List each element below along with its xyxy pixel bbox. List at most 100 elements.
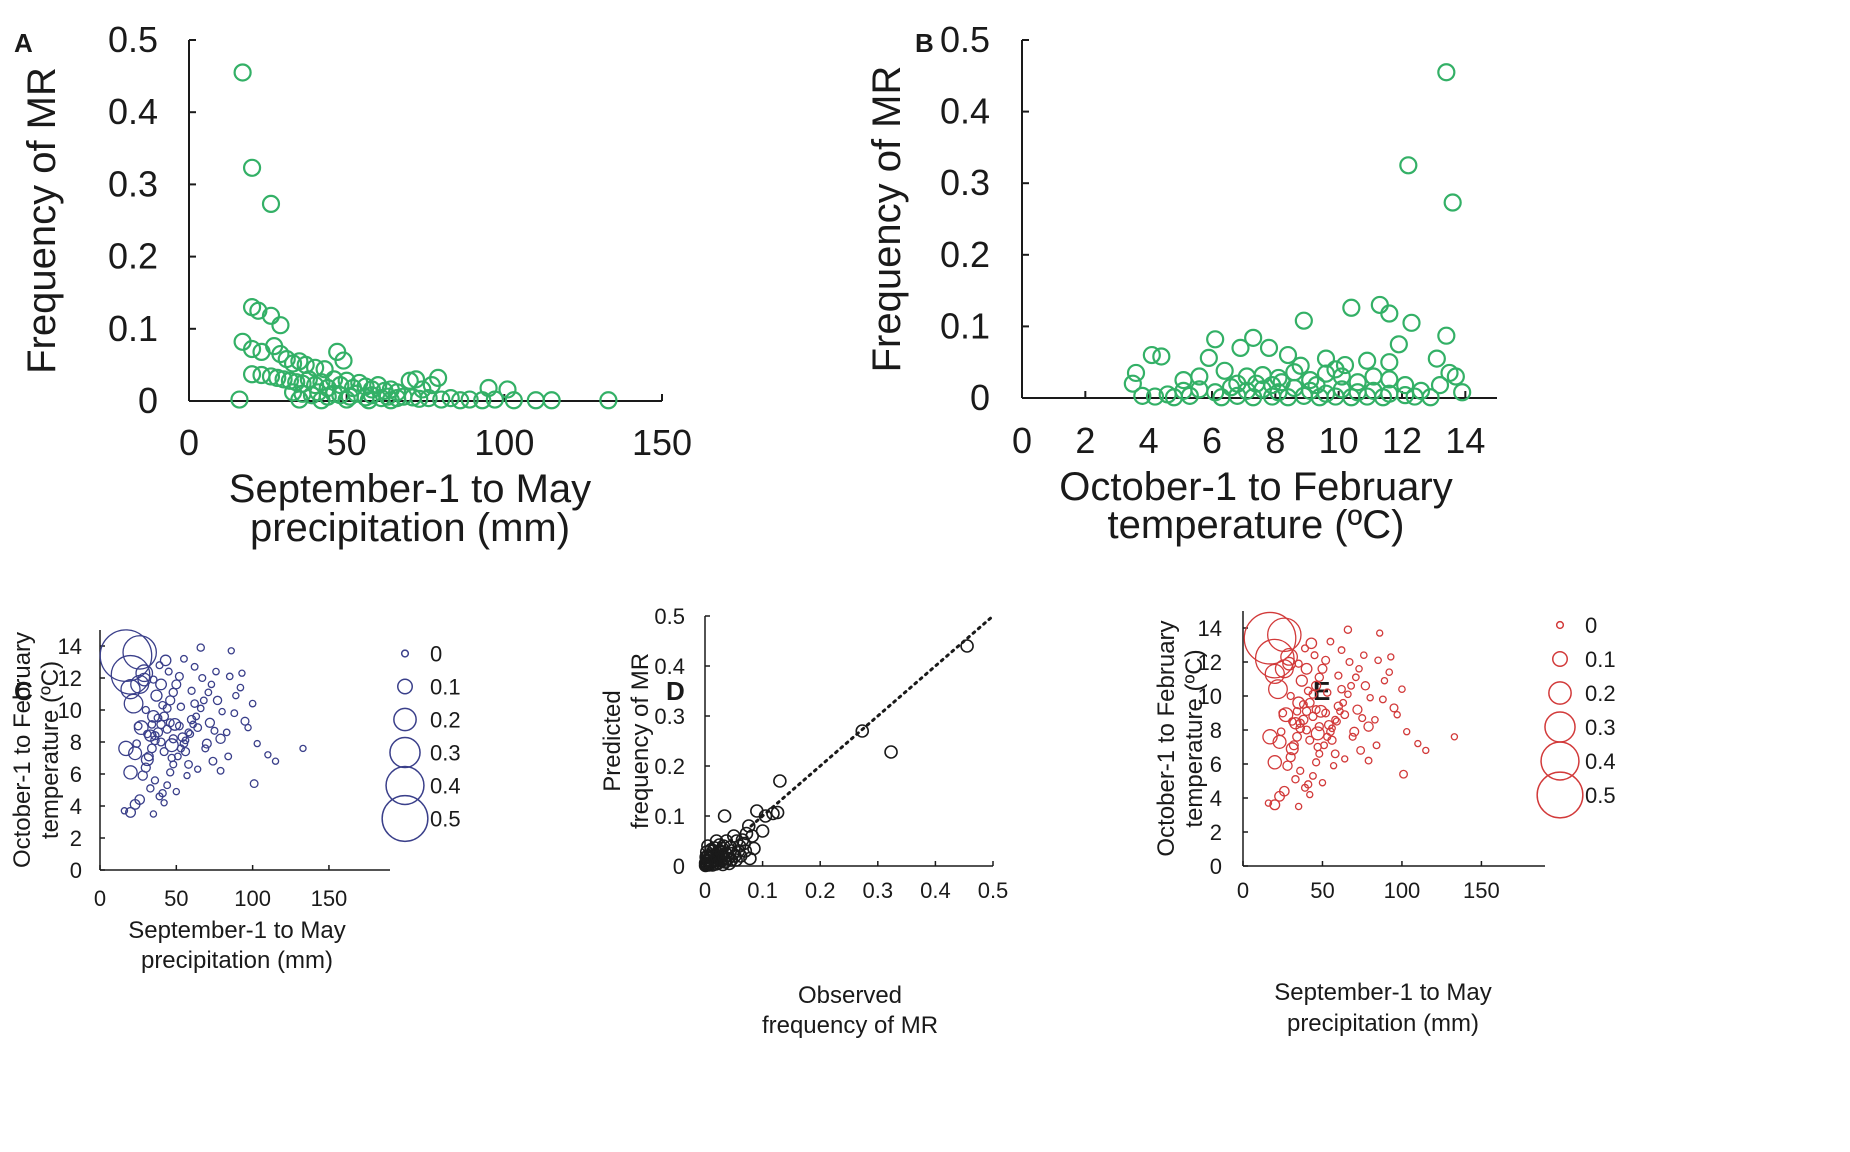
- data-point-c: [158, 700, 167, 710]
- y-tick-label-C: 10: [58, 698, 82, 723]
- data-point-c: [153, 713, 163, 723]
- data-point-e: [1375, 629, 1384, 637]
- data-point-e: [1326, 727, 1335, 737]
- data-point-b: [1453, 383, 1472, 402]
- data-point-a: [381, 391, 400, 410]
- x-tick-label-D: 0.1: [747, 878, 778, 903]
- data-point-d: [750, 804, 764, 818]
- data-point-e: [1310, 680, 1322, 691]
- data-point-c: [190, 699, 199, 708]
- x-tick-label-A: 100: [474, 422, 534, 463]
- data-point-c: [123, 693, 144, 714]
- data-point-c: [174, 721, 184, 731]
- data-point-e: [1336, 707, 1344, 716]
- data-point-c: [264, 751, 272, 759]
- data-point-e: [1340, 710, 1350, 720]
- legend-label-c: 0.2: [430, 708, 461, 733]
- data-point-b: [1430, 376, 1450, 395]
- chart-d: 0 0.1 0.2 0.3 0.4 0.5 0 0.1 0.2 0.3 0.4 0.5 Observed…: [599, 604, 1008, 1039]
- data-point-c: [225, 672, 234, 681]
- x-axis-label-D: frequency of MR: [762, 1012, 938, 1039]
- y-tick-label-E: 4: [1210, 786, 1222, 811]
- y-tick-label-E: 6: [1210, 752, 1222, 777]
- data-point-e: [1267, 617, 1302, 653]
- y-tick-label-A: 0.2: [108, 236, 158, 277]
- data-point-a: [504, 391, 523, 410]
- x-tick-label-D: 0.3: [863, 878, 894, 903]
- y-tick-label-A: 0.1: [108, 308, 158, 349]
- data-point-b: [1399, 156, 1418, 175]
- legend-label-e: 0.3: [1585, 715, 1616, 740]
- data-point-c: [185, 729, 195, 739]
- data-point-c: [212, 667, 220, 676]
- data-point-c: [165, 695, 176, 706]
- data-point-c: [198, 673, 207, 683]
- y-tick-label-D: 0: [673, 854, 685, 879]
- y-tick-label-B: 0.1: [940, 305, 990, 346]
- data-point-c: [253, 739, 261, 748]
- data-point-c: [158, 788, 167, 798]
- data-point-b: [1373, 388, 1393, 407]
- y-tick-label-A: 0: [138, 380, 158, 421]
- y-tick-label-C: 2: [70, 826, 82, 851]
- data-point-b: [1380, 370, 1399, 389]
- data-point-c: [196, 704, 205, 713]
- data-point-c: [204, 717, 216, 728]
- x-tick-label-C: 150: [311, 886, 348, 911]
- data-point-e: [1318, 778, 1327, 787]
- data-point-e: [1360, 681, 1371, 691]
- data-point-e: [1337, 684, 1346, 694]
- y-axis-label-D: frequency of MR: [627, 653, 654, 829]
- data-point-e: [1358, 714, 1367, 723]
- data-point-e: [1363, 721, 1374, 732]
- x-axis-label-C: September-1 to May: [128, 917, 345, 944]
- data-point-c: [160, 799, 168, 807]
- data-point-c: [167, 753, 176, 763]
- data-point-e: [1311, 705, 1321, 715]
- data-point-c: [134, 794, 146, 805]
- data-point-c: [174, 671, 184, 681]
- legend-marker-e: [1544, 711, 1576, 743]
- data-point-b: [1326, 360, 1345, 379]
- data-point-c: [183, 771, 191, 780]
- data-point-e: [1315, 749, 1324, 758]
- x-tick-label-A: 150: [632, 422, 692, 463]
- data-point-b: [1294, 311, 1313, 330]
- y-axis-label-D: Predicted: [599, 690, 626, 791]
- y-tick-label-B: 0.4: [940, 91, 990, 132]
- data-point-c: [110, 654, 151, 695]
- data-point-b: [1443, 193, 1462, 212]
- data-point-e: [1387, 653, 1395, 661]
- data-point-e: [1366, 693, 1374, 702]
- x-tick-label-B: 14: [1445, 420, 1485, 461]
- data-point-e: [1345, 657, 1354, 667]
- data-point-e: [1280, 648, 1298, 666]
- data-point-b: [1437, 63, 1456, 82]
- data-point-b: [1199, 348, 1218, 368]
- data-point-e: [1292, 731, 1302, 742]
- y-tick-label-E: 10: [1198, 684, 1222, 709]
- data-point-b: [1348, 373, 1367, 392]
- y-tick-label-D: 0.5: [654, 604, 685, 629]
- data-point-c: [232, 691, 240, 700]
- data-point-e: [1269, 799, 1281, 811]
- panel-label-e: E: [1313, 676, 1330, 706]
- data-point-e: [1292, 706, 1302, 716]
- data-point-a: [460, 390, 479, 409]
- y-tick-label-A: 0.3: [108, 163, 158, 204]
- data-point-c: [118, 740, 134, 757]
- data-point-c: [196, 643, 205, 652]
- data-point-c: [164, 738, 179, 753]
- x-axis-label-C: precipitation (mm): [141, 947, 333, 974]
- data-point-e: [1347, 681, 1356, 690]
- data-point-e: [1296, 766, 1305, 775]
- data-point-d: [766, 806, 780, 821]
- x-tick-label-B: 8: [1265, 420, 1285, 461]
- data-point-c: [249, 779, 259, 789]
- data-point-c: [159, 747, 169, 757]
- data-point-b: [1152, 347, 1171, 366]
- y-tick-label-B: 0.5: [940, 19, 990, 60]
- data-point-e: [1264, 663, 1285, 685]
- y-tick-label-A: 0.4: [108, 91, 158, 132]
